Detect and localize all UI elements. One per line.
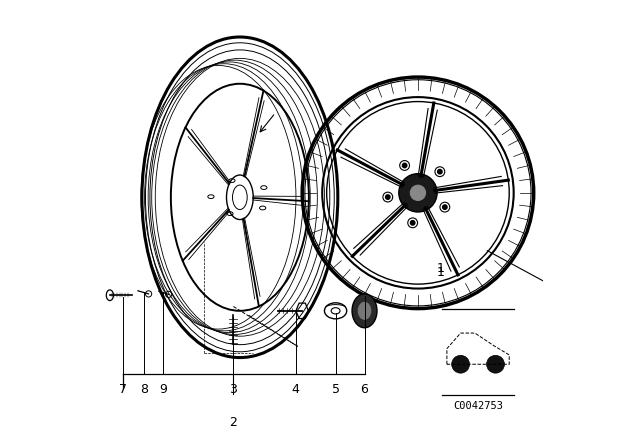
- Text: C0042753: C0042753: [453, 401, 503, 411]
- Text: 1: 1: [436, 267, 444, 280]
- Circle shape: [486, 355, 504, 373]
- Circle shape: [438, 169, 442, 174]
- Text: 9: 9: [159, 383, 167, 396]
- Text: 2: 2: [229, 416, 237, 429]
- Text: 8: 8: [140, 383, 148, 396]
- Text: 5: 5: [332, 383, 340, 396]
- Circle shape: [385, 195, 390, 199]
- Circle shape: [452, 355, 470, 373]
- Ellipse shape: [352, 294, 377, 328]
- Ellipse shape: [358, 302, 371, 319]
- Circle shape: [410, 220, 415, 225]
- Text: 1: 1: [436, 262, 444, 275]
- Circle shape: [403, 163, 407, 168]
- Circle shape: [399, 174, 437, 212]
- Circle shape: [443, 205, 447, 209]
- Text: 4: 4: [292, 383, 300, 396]
- Text: 6: 6: [360, 383, 369, 396]
- Text: 7: 7: [119, 383, 127, 396]
- Circle shape: [410, 185, 426, 200]
- Text: 3: 3: [229, 383, 237, 396]
